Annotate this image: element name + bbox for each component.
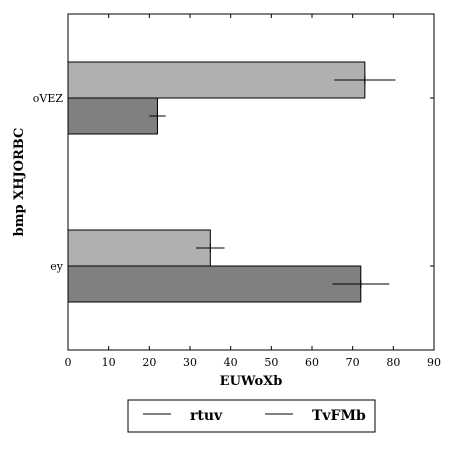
legend-label-rtuv: rtuv [190,408,223,424]
bars-layer [67,61,366,303]
x-axis-ticks: 0 10 20 30 40 50 60 70 80 90 [65,14,441,369]
x-tick-label-70: 70 [346,356,360,369]
x-tick-label-0: 0 [65,356,72,369]
x-tick-label-50: 50 [264,356,278,369]
bar-rtuv-oVEZ [67,61,366,99]
legend-frame [127,399,376,433]
x-tick-label-40: 40 [224,356,238,369]
y-tick-label-oVEZ: oVEZ [33,92,64,105]
y-tick-label-ey: ey [50,260,64,273]
legend: rtuv TvFMb [127,399,376,433]
y-axis-title: bmp XHJORBC [12,128,27,237]
y-axis-ticks: oVEZ ey [33,92,434,273]
error-bars-layer [149,76,396,288]
legend-label-TvFMb: TvFMb [312,408,366,424]
bar-TvFMb-oVEZ [67,97,158,135]
bar-rtuv-ey [67,229,211,267]
x-tick-label-90: 90 [427,356,441,369]
x-tick-label-20: 20 [142,356,156,369]
x-axis-title: EUWoXb [220,374,283,389]
x-tick-label-10: 10 [102,356,116,369]
x-tick-label-30: 30 [183,356,197,369]
bar-TvFMb-ey [67,265,362,303]
plot-frame [67,13,435,351]
x-tick-label-60: 60 [305,356,319,369]
x-tick-label-80: 80 [386,356,400,369]
